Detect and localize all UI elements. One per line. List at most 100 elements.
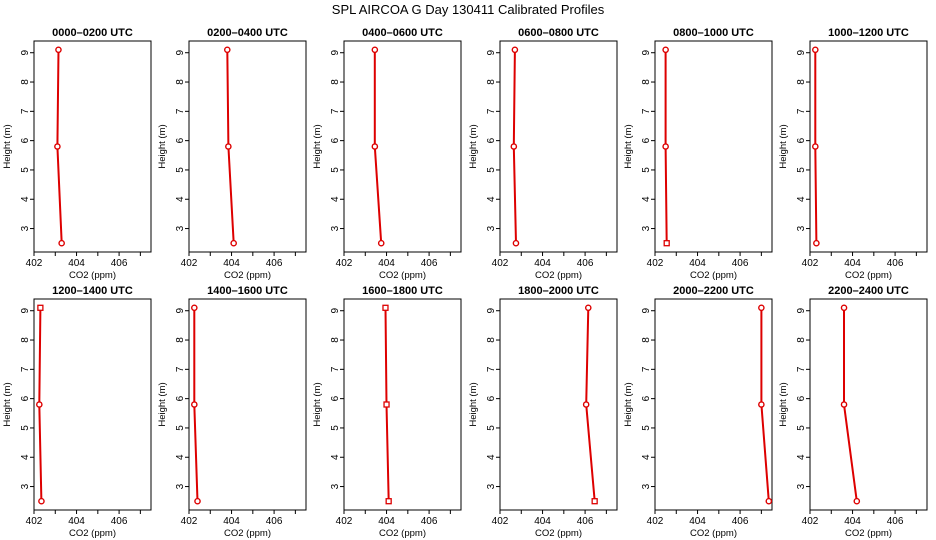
data-point [385,498,392,505]
y-tick-label: 8 [486,337,497,343]
y-tick-label: 9 [20,308,31,314]
y-tick-label: 7 [175,108,186,114]
y-tick-label: 9 [796,308,807,314]
x-tick-label: 404 [68,516,85,527]
panel-title: 0800–1000 UTC [673,27,754,39]
panel-2: 0200–0400 UTC 402 404 406 3 4 5 6 7 8 9 CO2 (ppm) He… [157,27,307,281]
panel-6: 1000–1200 UTC 402 404 406 3 4 5 6 7 8 9 CO2 (ppm) He… [778,27,928,281]
y-tick-label: 3 [486,225,497,231]
y-tick-label: 9 [641,308,652,314]
x-tick-label: 402 [647,516,664,527]
plot-frame [654,298,773,511]
panel-title: 0200–0400 UTC [207,27,288,39]
y-tick-label: 6 [330,395,341,401]
x-tick-label: 404 [844,258,861,269]
panel-title: 1200–1400 UTC [52,285,133,297]
y-tick-label: 6 [796,137,807,143]
y-tick-label: 5 [20,167,31,173]
x-tick-label: 404 [378,516,395,527]
y-tick-label: 8 [796,337,807,343]
y-tick-label: 8 [330,337,341,343]
y-tick-label: 4 [641,196,652,202]
data-point [36,401,43,408]
y-tick-label: 5 [486,425,497,431]
y-tick-label: 5 [796,167,807,173]
x-tick-label: 406 [732,258,749,269]
data-point [582,401,590,408]
y-tick-label: 3 [486,483,497,489]
x-tick-label: 404 [689,516,706,527]
data-point [37,304,44,311]
y-tick-label: 3 [330,225,341,231]
data-point [54,143,61,150]
x-axis-label: CO2 (ppm) [379,270,426,281]
y-tick-label: 9 [20,50,31,56]
panel-title: 1600–1800 UTC [362,285,443,297]
x-axis-label: CO2 (ppm) [535,270,582,281]
data-point [853,497,861,505]
x-tick-label: 402 [181,516,198,527]
plot-frame [188,40,307,253]
panel-8: 1400–1600 UTC 402 404 406 3 4 5 6 7 8 9 CO2 (ppm) He… [157,285,307,539]
y-axis-label: Height (m) [157,382,168,426]
y-tick-label: 8 [175,79,186,85]
y-tick-label: 6 [175,137,186,143]
y-tick-label: 3 [641,225,652,231]
data-point [813,239,820,247]
x-tick-label: 404 [223,258,240,269]
data-point [371,46,379,54]
y-axis-label: Height (m) [623,382,634,426]
data-point [512,239,520,247]
x-tick-label: 404 [534,258,551,269]
panel-9: 1600–1800 UTC 402 404 406 3 4 5 6 7 8 9 CO2 (ppm) He… [312,285,462,539]
y-tick-label: 3 [175,483,186,489]
x-tick-label: 404 [378,258,395,269]
x-tick-label: 406 [111,258,128,269]
y-tick-label: 5 [641,425,652,431]
y-tick-label: 9 [641,50,652,56]
y-tick-label: 5 [796,425,807,431]
y-tick-label: 4 [20,196,31,202]
panel-7: 1200–1400 UTC 402 404 406 3 4 5 6 7 8 9 CO2 (ppm) He… [2,285,152,539]
y-tick-label: 7 [20,366,31,372]
x-tick-label: 406 [577,258,594,269]
panel-10: 1800–2000 UTC 402 404 406 3 4 5 6 7 8 9 CO2 (ppm) He… [468,285,618,539]
plot-frame [343,40,462,253]
x-tick-label: 402 [647,258,664,269]
y-tick-label: 5 [486,167,497,173]
data-point [383,401,390,408]
y-tick-label: 6 [796,395,807,401]
panel-5: 0800–1000 UTC 402 404 406 3 4 5 6 7 8 9 CO2 (ppm) He… [623,27,773,281]
x-axis-label: CO2 (ppm) [69,270,116,281]
panel-4: 0600–0800 UTC 402 404 406 3 4 5 6 7 8 9 CO2 (ppm) He… [468,27,618,281]
y-tick-label: 4 [796,196,807,202]
y-tick-label: 4 [175,196,186,202]
y-tick-label: 4 [486,454,497,460]
y-tick-label: 8 [175,337,186,343]
y-tick-label: 6 [20,395,31,401]
y-tick-label: 3 [796,483,807,489]
y-tick-label: 6 [486,137,497,143]
data-point [371,143,379,150]
data-point [38,497,45,505]
data-point [230,239,237,247]
x-tick-label: 406 [577,516,594,527]
panel-title: 1800–2000 UTC [518,285,599,297]
y-tick-label: 4 [330,454,341,460]
y-tick-label: 7 [486,108,497,114]
y-tick-label: 5 [330,425,341,431]
x-tick-label: 402 [181,258,198,269]
y-tick-label: 8 [641,79,652,85]
y-tick-label: 3 [20,483,31,489]
y-tick-label: 9 [175,50,186,56]
y-tick-label: 9 [486,50,497,56]
x-tick-label: 404 [68,258,85,269]
panel-title: 0400–0600 UTC [362,27,443,39]
x-tick-label: 406 [421,516,438,527]
data-point [510,143,518,150]
plot-frame [654,40,773,253]
panel-title: 2000–2200 UTC [673,285,754,297]
x-tick-label: 406 [421,258,438,269]
y-tick-label: 4 [796,454,807,460]
x-tick-label: 404 [223,516,240,527]
